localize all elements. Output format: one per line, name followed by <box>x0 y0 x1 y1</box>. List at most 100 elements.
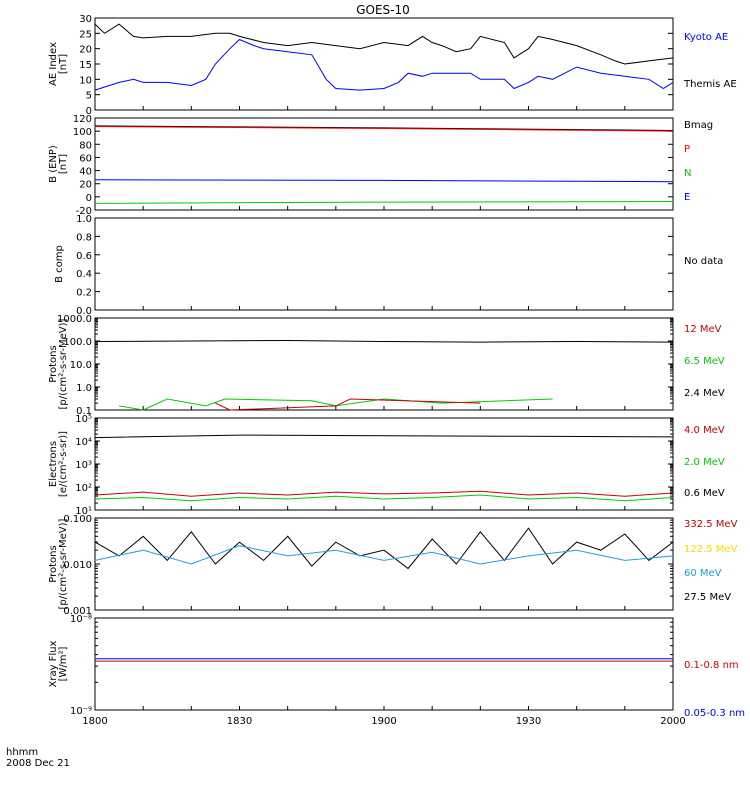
legend-entry: 60 MeV <box>684 568 722 579</box>
legend-entry: 27.5 MeV <box>684 592 731 603</box>
panel-electrons: 10¹ 10² 10³ 10⁴ 10⁵ Electrons [e/(cm²-s-sr)] 4.… <box>48 414 725 517</box>
x-axis-unit-label: hhmm <box>6 747 38 758</box>
panel-protons_high: 0.001 0.010 0.100 Protons [p/(cm²-s-sr-MeV)]… <box>48 514 738 617</box>
y-tick-label: 10³ <box>75 460 92 471</box>
y-tick-label: 0.0 <box>76 306 92 317</box>
panel-ae: 0 5 10 15 20 25 30 AE Index [nT] Kyoto AE Themis A… <box>48 14 737 117</box>
panel-frame <box>94 517 674 611</box>
y-axis-label: B comp <box>54 245 65 283</box>
y-tick-label: 10⁵ <box>75 414 92 425</box>
y-tick-label: 10⁴ <box>75 437 92 448</box>
series-line <box>94 179 674 183</box>
x-axis-date-label: 2008 Dec 21 <box>6 758 70 769</box>
panel-frame <box>94 217 674 311</box>
series-line <box>94 527 674 570</box>
y-tick-label: 0.100 <box>63 514 92 525</box>
legend-entry: 12 MeV <box>684 324 722 335</box>
legend-entry: 332.5 MeV <box>684 519 738 530</box>
panel-bfield: -20 0 20 40 60 80 100 120 B (ENP) [nT] Bmag P N E <box>48 114 713 217</box>
series-line <box>94 339 674 343</box>
series-line <box>94 494 674 502</box>
y-axis-label: Protons <box>48 545 59 582</box>
y-tick-label: 80 <box>79 140 92 151</box>
x-axis: 1800 1830 1900 1930 2000 <box>82 106 686 727</box>
panel-frame <box>94 17 674 111</box>
panel-frame <box>94 617 674 711</box>
y-tick-label: 0.6 <box>76 251 92 262</box>
series-line <box>94 125 674 131</box>
legend-entry: P <box>684 144 690 155</box>
legend-entry: 2.0 MeV <box>684 457 725 468</box>
legend-entry: Bmag <box>684 120 713 131</box>
x-tick-label: 1930 <box>516 716 541 727</box>
y-axis-label: [e/(cm²-s-sr)] <box>58 431 69 497</box>
legend-entry: 2.4 MeV <box>684 388 725 399</box>
legend-entry: N <box>684 168 691 179</box>
x-tick-label: 2000 <box>660 716 685 727</box>
y-tick-label: 10⁻⁸ <box>70 614 92 625</box>
y-tick-label: 30 <box>79 14 92 25</box>
y-tick-label: -20 <box>76 206 92 217</box>
y-axis-label: [W/m²] <box>58 646 69 681</box>
panel-protons_low: 0.1 1.0 10.0 100.0 1000.0 Protons [p/(cm²-s-sr… <box>48 314 725 417</box>
x-tick-label: 1800 <box>82 716 107 727</box>
legend-entry: Kyoto AE <box>684 32 728 43</box>
y-tick-label: 40 <box>79 167 92 178</box>
y-tick-label: 10¹ <box>75 506 92 517</box>
series-line <box>94 434 674 439</box>
y-axis-label: [p/(cm²-s-sr-MeV)] <box>58 318 69 409</box>
series-line <box>94 201 674 204</box>
legend-entry: Themis AE <box>683 79 737 90</box>
legend-entry: 4.0 MeV <box>684 425 725 436</box>
y-tick-label: 15 <box>79 60 92 71</box>
y-tick-label: 5 <box>86 91 92 102</box>
legend-entry: 0.1-0.8 nm <box>684 660 739 671</box>
y-tick-label: 10⁻⁹ <box>70 706 92 717</box>
y-tick-label: 0.1 <box>76 406 92 417</box>
y-axis-label: [nT] <box>58 54 69 74</box>
series-line <box>215 398 481 411</box>
y-tick-label: 60 <box>79 153 92 164</box>
y-axis-label: Xray Flux <box>48 640 59 687</box>
y-tick-label: 0 <box>86 193 92 204</box>
legend-entry: 122.5 MeV <box>684 544 738 555</box>
y-axis-label: AE Index <box>48 42 59 86</box>
y-tick-label: 0.8 <box>76 232 92 243</box>
panel-frame <box>94 417 674 511</box>
y-tick-label: 1.0 <box>76 214 92 225</box>
x-tick-label: 1900 <box>371 716 396 727</box>
y-axis-label: B (ENP) <box>48 145 59 183</box>
panel-bcomp: 0.0 0.2 0.4 0.6 0.8 1.0 B comp No data <box>54 214 723 317</box>
y-tick-label: 1000.0 <box>57 314 92 325</box>
legend-entry: No data <box>684 256 723 267</box>
y-axis-label: Electrons <box>48 441 59 487</box>
panel-frame <box>94 317 674 411</box>
y-tick-label: 10 <box>79 75 92 86</box>
series-line <box>94 23 674 65</box>
y-tick-label: 0 <box>86 106 92 117</box>
legend-entry: E <box>684 192 690 203</box>
y-tick-label: 100.0 <box>63 337 92 348</box>
y-axis-label: [p/(cm²-s-sr-MeV)] <box>58 518 69 609</box>
y-tick-label: 0.2 <box>76 288 92 299</box>
y-axis-label: [nT] <box>58 154 69 174</box>
panel-frame <box>94 117 674 211</box>
panel-xray: 10⁻⁹ 10⁻⁸ Xray Flux [W/m²] 0.1-0.8 nm 0.05-0.… <box>48 614 745 719</box>
y-tick-label: 120 <box>73 114 92 125</box>
legend-entry: 0.6 MeV <box>684 488 725 499</box>
y-tick-label: 0.4 <box>76 269 92 280</box>
y-tick-label: 0.001 <box>63 606 92 617</box>
chart-title: GOES-10 <box>356 3 410 17</box>
series-line <box>94 126 674 132</box>
y-tick-label: 10² <box>75 483 92 494</box>
y-tick-label: 20 <box>79 45 92 56</box>
x-tick-label: 1830 <box>227 716 252 727</box>
y-tick-label: 25 <box>79 29 92 40</box>
y-tick-label: 1.0 <box>76 383 92 394</box>
series-line <box>94 490 674 497</box>
y-axis-label: Protons <box>48 345 59 382</box>
series-line <box>94 545 674 565</box>
legend-entry: 6.5 MeV <box>684 356 725 367</box>
